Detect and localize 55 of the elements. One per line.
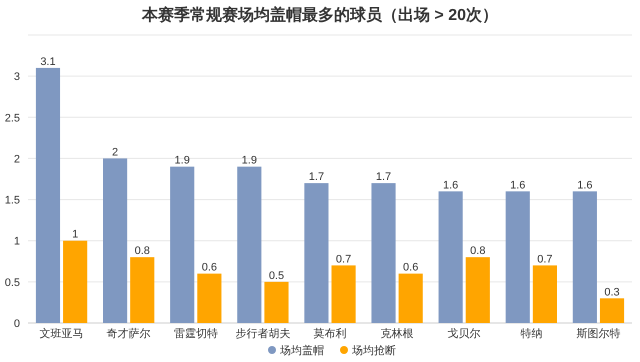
data-label: 1.6 xyxy=(577,179,593,192)
legend-label: 场均抢断 xyxy=(351,344,396,357)
bar xyxy=(600,298,624,323)
chart-title: 本赛季常规赛场均盖帽最多的球员（出场 > 20次） xyxy=(140,5,498,24)
y-tick-label: 0.5 xyxy=(4,276,20,289)
x-tick-label: 戈贝尔 xyxy=(448,327,481,340)
data-label: 1 xyxy=(72,228,78,241)
x-tick-label: 步行者胡夫 xyxy=(235,327,290,340)
y-tick-label: 2 xyxy=(14,153,20,166)
data-label: 0.5 xyxy=(268,270,284,282)
x-tick-label: 文班亚马 xyxy=(40,327,84,340)
bar xyxy=(63,240,88,323)
data-label: 1.7 xyxy=(376,171,392,184)
y-tick-label: 1 xyxy=(14,236,20,248)
bar xyxy=(438,191,463,323)
data-label: 1.6 xyxy=(442,179,458,192)
data-label: 1.7 xyxy=(308,171,324,184)
y-tick-label: 0 xyxy=(14,318,20,330)
bar xyxy=(398,274,423,323)
y-tick-label: 1.5 xyxy=(4,194,20,207)
data-label: 1.6 xyxy=(510,179,526,192)
data-label: 0.6 xyxy=(403,262,418,274)
x-tick-label: 奇才萨尔 xyxy=(106,327,151,340)
x-tick-label: 克林根 xyxy=(380,327,414,340)
data-label: 3.1 xyxy=(40,56,56,68)
bar xyxy=(264,282,289,323)
bar xyxy=(304,183,328,323)
data-label: 0.8 xyxy=(470,245,486,258)
bar xyxy=(103,158,128,323)
bar xyxy=(532,265,557,323)
bar xyxy=(237,166,262,323)
data-label: 0.7 xyxy=(537,253,553,266)
bar xyxy=(371,183,396,323)
data-label: 0.7 xyxy=(336,253,352,266)
bar xyxy=(36,68,60,323)
data-label: 0.8 xyxy=(134,245,150,258)
bar xyxy=(332,265,356,323)
data-label: 2 xyxy=(112,146,118,158)
bar xyxy=(130,257,154,323)
bar xyxy=(506,191,530,323)
data-label: 1.9 xyxy=(174,154,190,167)
x-tick-label: 斯图尔特 xyxy=(576,327,620,340)
legend-label: 场均盖帽 xyxy=(279,344,324,357)
x-tick-label: 莫布利 xyxy=(314,327,346,340)
y-tick-label: 2.5 xyxy=(4,112,20,124)
data-label: 0.6 xyxy=(202,262,218,274)
data-label: 1.9 xyxy=(242,154,257,167)
x-tick-label: 特纳 xyxy=(520,328,542,340)
bar xyxy=(572,191,597,323)
bar xyxy=(197,274,222,323)
bar xyxy=(466,257,490,323)
bar xyxy=(170,166,194,323)
data-label: 0.3 xyxy=(604,286,620,298)
y-tick-label: 3 xyxy=(14,71,20,84)
x-tick-label: 雷霆切特 xyxy=(174,327,218,340)
